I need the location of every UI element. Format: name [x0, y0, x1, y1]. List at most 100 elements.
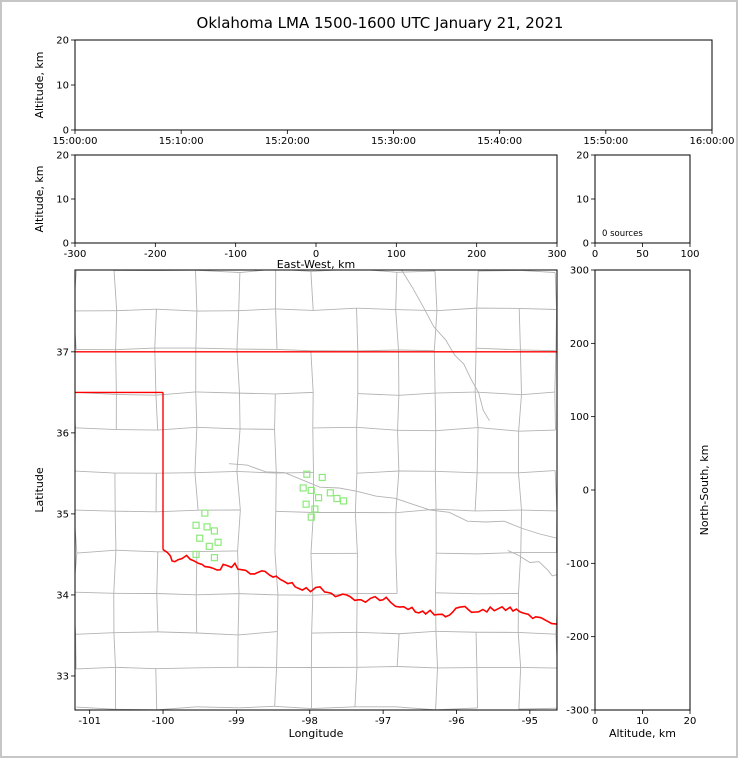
- x-axis-label: Longitude: [289, 727, 344, 740]
- county-border-segment: [75, 632, 114, 635]
- x-tick-label: -99: [228, 716, 244, 727]
- x-tick-label: 15:00:00: [53, 136, 98, 147]
- x-tick-label: -95: [522, 716, 538, 727]
- x-tick-label: 200: [467, 249, 486, 260]
- x-axis-label: Altitude, km: [609, 727, 676, 740]
- river-line: [507, 549, 557, 577]
- county-border-segment: [75, 591, 114, 594]
- x-tick-label: -100: [152, 716, 175, 727]
- county-border-segment: [194, 471, 237, 474]
- y-tick-label: 20: [56, 151, 69, 162]
- station-marker: [192, 521, 200, 529]
- county-border-segment: [275, 308, 278, 350]
- county-border-segment: [236, 428, 241, 472]
- county-border-segment: [156, 706, 197, 710]
- county-border-segment: [518, 429, 556, 432]
- x-tick-label: -300: [64, 249, 87, 260]
- county-border-segment: [155, 668, 158, 710]
- county-border-segment: [521, 509, 557, 512]
- county-border-segment: [520, 666, 557, 669]
- county-border-segment: [75, 270, 77, 296]
- x-tick-label: -96: [448, 716, 464, 727]
- county-border-segment: [113, 550, 117, 594]
- county-border-segment: [518, 552, 522, 594]
- x-tick-label: 15:30:00: [371, 136, 416, 147]
- y-tick-label: 37: [56, 347, 69, 358]
- station-marker: [299, 484, 307, 492]
- county-border-segment: [434, 271, 438, 311]
- county-border-segment: [75, 326, 77, 350]
- county-border-segment: [474, 392, 479, 428]
- county-border-segment: [156, 593, 159, 632]
- county-border-segment: [238, 631, 278, 636]
- x-tick-label: 100: [387, 249, 406, 260]
- county-border-segment: [195, 391, 198, 428]
- county-border-segment: [312, 426, 357, 429]
- county-border-segment: [519, 349, 522, 395]
- station-marker: [210, 527, 218, 535]
- y-tick-label: 0: [63, 126, 69, 137]
- county-border-segment: [519, 307, 557, 310]
- x-tick-label: -97: [375, 716, 391, 727]
- county-border-segment: [239, 393, 241, 429]
- county-border-segment: [477, 427, 519, 432]
- x-tick-label: 15:20:00: [265, 136, 310, 147]
- y-axis-label: Altitude, km: [33, 51, 46, 118]
- y-axis-label: Latitude: [33, 467, 46, 513]
- county-border-segment: [433, 310, 438, 351]
- county-border-segment: [475, 308, 478, 349]
- county-border-segment: [311, 706, 355, 710]
- county-border-segment: [310, 350, 314, 393]
- county-border-segment: [397, 395, 400, 431]
- x-tick-label: 10: [636, 716, 649, 727]
- y-tick-label: 10: [56, 81, 69, 92]
- county-border-segment: [313, 307, 357, 311]
- county-border-segment: [74, 471, 75, 510]
- county-border-segment: [395, 309, 437, 312]
- station-marker: [205, 542, 213, 550]
- county-border-segment: [113, 631, 158, 634]
- station-marker: [307, 513, 315, 521]
- county-border-segment: [274, 511, 277, 552]
- county-border-segment: [363, 270, 397, 273]
- county-border-segment: [434, 393, 437, 431]
- county-border-segment: [435, 427, 479, 432]
- county-border-segment: [156, 551, 159, 594]
- river-line: [229, 463, 557, 539]
- county-border-segment: [311, 631, 357, 634]
- county-border-segment: [195, 551, 198, 595]
- county-border-segment: [520, 270, 556, 274]
- county-border-segment: [520, 510, 522, 553]
- county-border-segment: [238, 705, 275, 709]
- county-border-segment: [476, 347, 521, 351]
- y-tick-label: 0: [583, 486, 589, 497]
- county-border-segment: [76, 666, 116, 670]
- county-border-segment: [75, 427, 117, 430]
- county-border-segment: [156, 308, 197, 312]
- county-border-segment: [115, 349, 117, 395]
- county-border-segment: [196, 593, 239, 596]
- county-border-segment: [356, 393, 359, 428]
- county-border-segment: [274, 393, 276, 430]
- county-border-segment: [518, 707, 557, 710]
- east-west-height-panel: -300 -200 -100 0 100 200 300 0 10 20 East-West, km…: [33, 151, 567, 272]
- county-border-segment: [236, 310, 240, 350]
- station-marker: [318, 473, 326, 482]
- county-border-segment: [476, 667, 478, 708]
- county-border-segment: [274, 667, 278, 707]
- county-border-segment: [113, 632, 116, 668]
- county-border-segment: [155, 395, 159, 431]
- county-border-segment: [356, 666, 398, 668]
- x-tick-label: 0: [592, 716, 598, 727]
- x-tick-label: 100: [680, 249, 699, 260]
- county-border-segment: [395, 553, 398, 594]
- station-marker: [196, 534, 204, 542]
- y-tick-label: 10: [576, 195, 589, 206]
- county-border-segment: [75, 470, 115, 474]
- county-border-segment: [274, 429, 277, 474]
- county-border-segment: [238, 272, 241, 311]
- county-border-segment: [521, 391, 555, 396]
- county-border-segment: [236, 471, 241, 511]
- county-border-segment: [238, 593, 278, 596]
